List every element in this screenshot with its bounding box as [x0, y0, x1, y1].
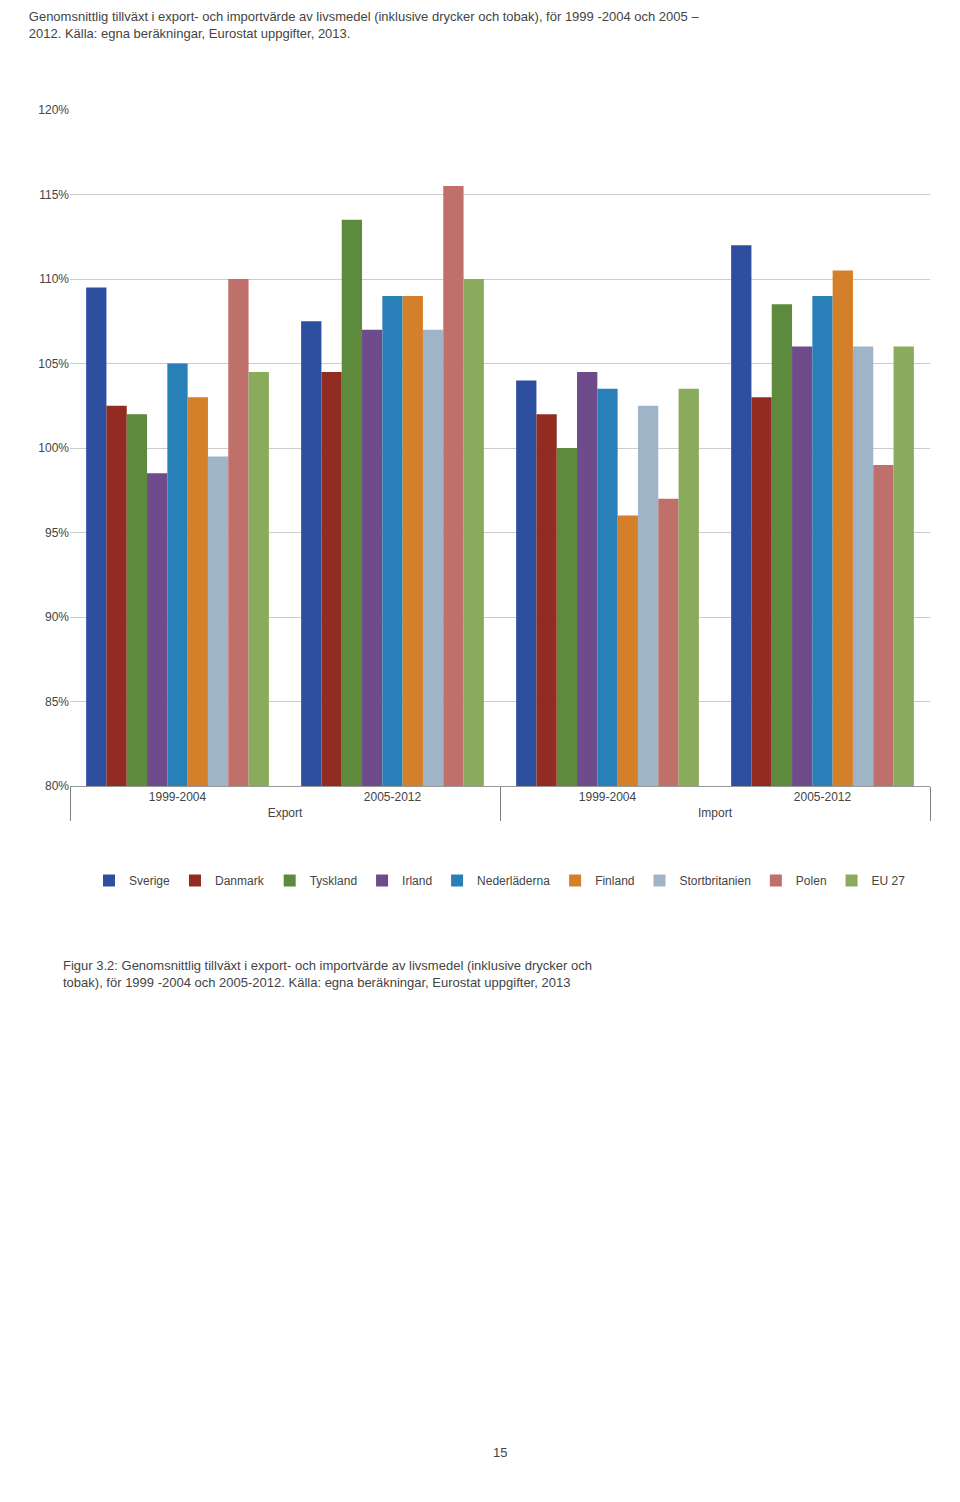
svg-text:85%: 85% — [45, 695, 69, 709]
svg-text:Figur 3.2: Genomsnittlig tillv: Figur 3.2: Genomsnittlig tillväxt i expo… — [63, 958, 592, 990]
svg-text:Tyskland: Tyskland — [310, 874, 357, 888]
svg-text:1999-2004: 1999-2004 — [579, 790, 637, 804]
svg-text:115%: 115% — [39, 188, 69, 202]
svg-text:EU 27: EU 27 — [872, 874, 906, 888]
svg-text:105%: 105% — [38, 357, 69, 371]
svg-text:100%: 100% — [38, 441, 69, 455]
svg-text:90%: 90% — [45, 610, 69, 624]
svg-text:Finland: Finland — [595, 874, 634, 888]
svg-text:Stortbritanien: Stortbritanien — [679, 874, 750, 888]
svg-text:95%: 95% — [45, 526, 69, 540]
svg-text:Irland: Irland — [402, 874, 432, 888]
svg-text:120%: 120% — [38, 103, 69, 117]
svg-text:2005-2012: 2005-2012 — [794, 790, 852, 804]
svg-text:Sverige: Sverige — [129, 874, 170, 888]
svg-text:15: 15 — [493, 1445, 507, 1460]
svg-text:80%: 80% — [45, 779, 69, 793]
svg-text:Nederläderna: Nederläderna — [477, 874, 550, 888]
svg-text:1999-2004: 1999-2004 — [149, 790, 207, 804]
svg-text:2005-2012: 2005-2012 — [364, 790, 422, 804]
svg-text:110%: 110% — [39, 272, 69, 286]
svg-text:Polen: Polen — [796, 874, 827, 888]
svg-text:Danmark: Danmark — [215, 874, 265, 888]
svg-text:Export: Export — [268, 806, 303, 820]
svg-text:Import: Import — [698, 806, 733, 820]
svg-text:Genomsnittlig tillväxt i expor: Genomsnittlig tillväxt i export- och imp… — [29, 9, 700, 41]
